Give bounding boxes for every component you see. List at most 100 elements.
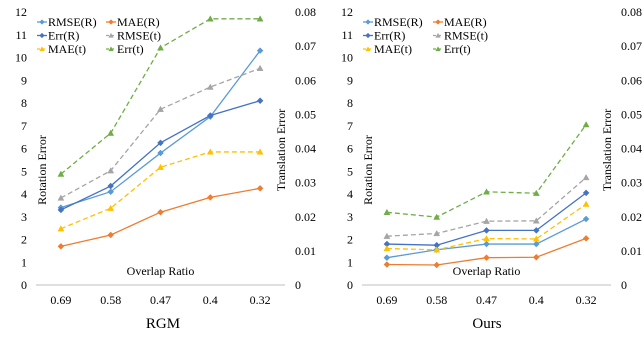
- y-tick-label: 10: [15, 51, 27, 65]
- y2-tick-label: 0.08: [295, 5, 316, 19]
- data-point: [107, 231, 115, 239]
- y-tick-label: 4: [347, 187, 353, 201]
- y-tick-label: 12: [341, 5, 353, 19]
- y-tick-label: 2: [347, 233, 353, 247]
- y-tick-label: 9: [21, 73, 27, 87]
- data-point: [107, 182, 115, 190]
- x-axis-title: Overlap Ratio: [453, 264, 521, 278]
- y2-tick-label: 0.07: [295, 39, 316, 53]
- y2-tick-label: 0.04: [295, 142, 316, 156]
- data-point: [107, 129, 115, 136]
- data-point: [433, 213, 441, 220]
- data-point: [206, 15, 214, 22]
- y2-axis-title: Translation Error: [274, 109, 288, 192]
- legend-label: MAE(R): [444, 15, 487, 29]
- data-point: [256, 184, 264, 192]
- legend-label: RMSE(R): [374, 15, 423, 29]
- data-point: [532, 217, 540, 224]
- ours-chart: 012345678910111200.010.020.030.040.050.0…: [341, 5, 642, 332]
- y-tick-label: 6: [21, 142, 27, 156]
- legend-marker: [108, 46, 114, 52]
- legend-marker: [39, 46, 45, 52]
- data-point: [582, 173, 590, 181]
- data-point: [57, 170, 65, 177]
- data-point: [107, 204, 115, 211]
- y2-tick-label: 0.05: [295, 107, 316, 121]
- series-line-rmset: [386, 177, 587, 237]
- data-point: [157, 208, 164, 216]
- data-point: [206, 112, 214, 119]
- data-point: [57, 206, 65, 214]
- series-line-maer: [60, 187, 261, 247]
- data-point: [433, 229, 441, 237]
- x-tick-label: 0.58: [100, 293, 121, 307]
- data-point: [582, 121, 590, 128]
- y2-tick-label: 0: [295, 278, 301, 292]
- y-tick-label: 12: [15, 5, 27, 19]
- data-point: [256, 15, 264, 22]
- legend-label: MAE(t): [48, 42, 86, 56]
- y-tick-label: 8: [347, 96, 353, 110]
- data-point: [157, 44, 164, 51]
- x-tick-label: 0.4: [203, 293, 218, 307]
- data-point: [433, 261, 441, 269]
- y-tick-label: 3: [347, 210, 353, 224]
- data-point: [383, 244, 391, 252]
- data-point: [483, 227, 490, 234]
- chart-caption: RGM: [146, 316, 180, 332]
- data-point: [157, 149, 164, 157]
- legend-label: MAE(t): [374, 42, 412, 56]
- data-point: [433, 246, 441, 253]
- data-point: [532, 235, 540, 242]
- data-point: [383, 261, 391, 268]
- x-tick-label: 0.47: [476, 293, 497, 307]
- y2-tick-label: 0.05: [621, 107, 642, 121]
- data-point: [256, 47, 264, 55]
- data-point: [483, 188, 490, 195]
- legend-marker: [39, 19, 45, 25]
- x-tick-label: 0.58: [426, 293, 447, 307]
- chart-caption: Ours: [472, 316, 501, 332]
- data-point: [206, 83, 214, 90]
- legend-marker: [108, 32, 114, 38]
- y2-axis-title: Translation Error: [600, 109, 614, 192]
- legend-label: RMSE(t): [444, 29, 488, 43]
- y-tick-label: 9: [347, 73, 353, 87]
- data-point: [383, 208, 391, 215]
- legend-marker: [108, 19, 114, 25]
- legend-marker: [435, 46, 441, 52]
- y2-tick-label: 0.01: [295, 244, 316, 258]
- y-tick-label: 4: [21, 187, 27, 201]
- y-tick-label: 1: [347, 255, 353, 269]
- y-tick-label: 0: [347, 278, 353, 292]
- data-point: [582, 215, 590, 223]
- y-tick-label: 5: [21, 164, 27, 178]
- data-point: [206, 194, 214, 201]
- legend-marker: [365, 19, 371, 25]
- y2-tick-label: 0.01: [621, 244, 642, 258]
- data-point: [107, 167, 115, 174]
- y-tick-label: 3: [21, 210, 27, 224]
- y2-tick-label: 0.06: [621, 73, 642, 87]
- series-line-rmser: [60, 50, 261, 209]
- y-tick-label: 8: [21, 96, 27, 110]
- x-tick-label: 0.4: [529, 293, 544, 307]
- data-point: [206, 148, 214, 155]
- y2-tick-label: 0.04: [621, 142, 642, 156]
- y-axis-title: Rotation Error: [361, 135, 375, 205]
- data-point: [256, 97, 264, 105]
- data-point: [256, 64, 264, 71]
- legend-label: RMSE(R): [48, 15, 97, 29]
- y-axis-title: Rotation Error: [35, 135, 49, 205]
- x-tick-label: 0.69: [376, 293, 397, 307]
- series-line-rmset: [60, 67, 261, 199]
- legend-marker: [435, 32, 441, 38]
- y2-tick-label: 0: [621, 278, 627, 292]
- data-point: [256, 148, 264, 155]
- y-tick-label: 7: [21, 119, 27, 133]
- y2-tick-label: 0.02: [295, 210, 316, 224]
- data-point: [57, 242, 65, 250]
- data-point: [532, 227, 540, 234]
- legend-label: MAE(R): [117, 15, 160, 29]
